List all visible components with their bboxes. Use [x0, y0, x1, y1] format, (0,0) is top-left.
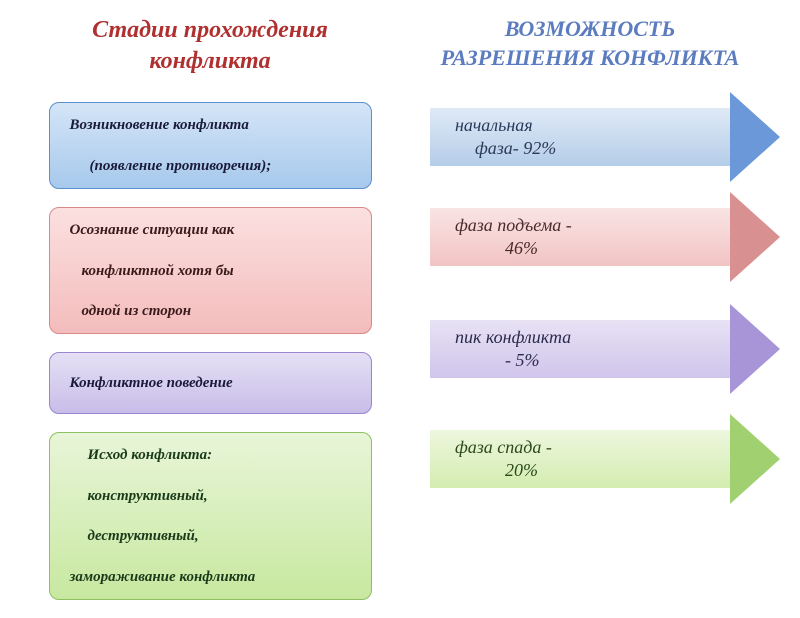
arrow-2-head — [730, 192, 780, 282]
left-column: Стадии прохождения конфликта Возникновен… — [20, 15, 400, 585]
stage-1-line1: Возникновение конфликта — [70, 115, 351, 135]
stage-2-line3: одной из сторон — [70, 301, 351, 321]
arrow-row-1: начальная фаза- 92% — [400, 97, 780, 177]
stage-box-3: Конфликтное поведение — [49, 352, 372, 414]
arrow-2-text: фаза подъема - 46% — [455, 214, 572, 261]
arrow-4-head — [730, 414, 780, 504]
arrow-1-shaft: начальная фаза- 92% — [430, 108, 730, 166]
arrow-1-line1: начальная — [455, 115, 533, 135]
arrow-3-head — [730, 304, 780, 394]
stage-4-line3: деструктивный, — [70, 526, 351, 546]
right-title: ВОЗМОЖНОСТЬ РАЗРЕШЕНИЯ КОНФЛИКТА — [400, 15, 780, 72]
arrow-row-4: фаза спада - 20% — [400, 419, 780, 499]
stage-box-2: Осознание ситуации как конфликтной хотя … — [49, 207, 372, 334]
left-title: Стадии прохождения конфликта — [20, 15, 400, 77]
stage-4-line4: замораживание конфликта — [70, 567, 351, 587]
arrow-2-shaft: фаза подъема - 46% — [430, 208, 730, 266]
arrow-1-head — [730, 92, 780, 182]
right-title-line2: РАЗРЕШЕНИЯ КОНФЛИКТА — [441, 45, 740, 70]
arrows-list: начальная фаза- 92% фаза подъема - 46% — [400, 97, 780, 529]
arrow-4-line2: 20% — [455, 460, 538, 480]
stage-box-4: Исход конфликта: конструктивный, деструк… — [49, 432, 372, 600]
arrow-2-line2: 46% — [455, 238, 538, 258]
right-column: ВОЗМОЖНОСТЬ РАЗРЕШЕНИЯ КОНФЛИКТА начальн… — [400, 15, 780, 585]
arrow-3-line2: - 5% — [455, 350, 540, 370]
arrow-3-shaft: пик конфликта - 5% — [430, 320, 730, 378]
stage-2-line2: конфликтной хотя бы — [70, 261, 351, 281]
arrow-3-line1: пик конфликта — [455, 327, 571, 347]
arrow-3-text: пик конфликта - 5% — [455, 326, 571, 373]
diagram-container: Стадии прохождения конфликта Возникновен… — [0, 0, 800, 600]
stage-1-line2: (появление противоречия); — [70, 156, 351, 176]
stages-list: Возникновение конфликта (появление проти… — [20, 102, 400, 618]
arrow-4-line1: фаза спада - — [455, 437, 552, 457]
arrow-2-line1: фаза подъема - — [455, 215, 572, 235]
stage-3-line1: Конфликтное поведение — [70, 373, 351, 393]
arrow-1-line2: фаза- 92% — [455, 138, 556, 158]
stage-4-line1: Исход конфликта: — [70, 445, 351, 465]
arrow-4-shaft: фаза спада - 20% — [430, 430, 730, 488]
arrow-row-3: пик конфликта - 5% — [400, 309, 780, 389]
stage-2-line1: Осознание ситуации как — [70, 220, 351, 240]
stage-box-1: Возникновение конфликта (появление проти… — [49, 102, 372, 189]
arrow-4-text: фаза спада - 20% — [455, 436, 552, 483]
left-title-line1: Стадии прохождения — [92, 17, 328, 43]
right-title-line1: ВОЗМОЖНОСТЬ — [505, 16, 676, 41]
arrow-row-2: фаза подъема - 46% — [400, 197, 780, 277]
left-title-line2: конфликта — [149, 48, 270, 74]
arrow-1-text: начальная фаза- 92% — [455, 114, 556, 161]
stage-4-line2: конструктивный, — [70, 486, 351, 506]
